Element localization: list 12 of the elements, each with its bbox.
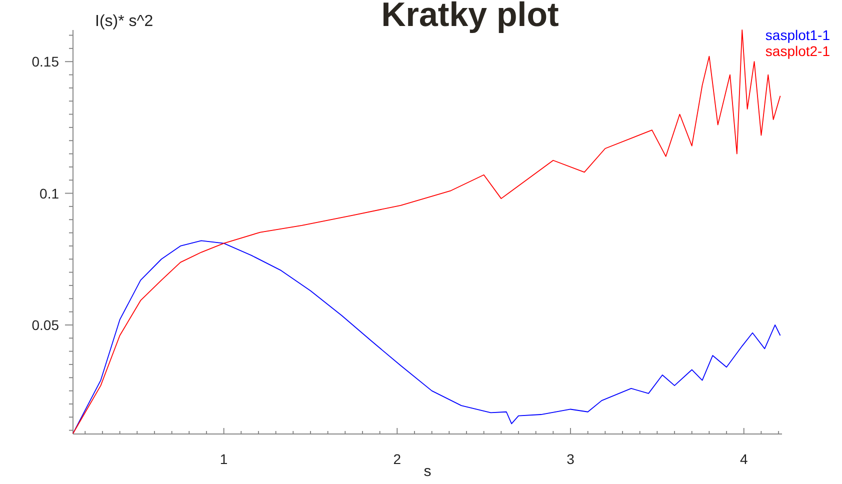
chart-title: Kratky plot bbox=[381, 0, 559, 34]
x-tick-label: 3 bbox=[566, 451, 575, 467]
y-tick-label: 0.1 bbox=[40, 185, 60, 202]
x-tick-label: 4 bbox=[740, 451, 748, 467]
text: sasplot1-1 bbox=[765, 27, 830, 43]
x-tick-label: 1 bbox=[220, 451, 228, 467]
y-tick-label: 0.05 bbox=[32, 316, 60, 333]
y-tick-label: 0.15 bbox=[32, 54, 60, 70]
x-axis-title: s bbox=[424, 463, 432, 480]
series-label: sasplot2-1 bbox=[765, 43, 830, 59]
y-axis-title: I(s)* s^2 bbox=[95, 13, 154, 30]
x-tick-label: 2 bbox=[393, 451, 402, 467]
